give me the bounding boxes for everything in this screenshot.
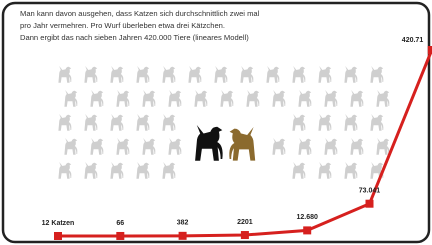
point [116,232,124,240]
intro-line: pro Jahr vermehren. Pro Wurf überleben e… [20,21,225,30]
point [366,200,374,208]
value-label: 420.71 [402,37,424,44]
value-label: 73.041 [359,188,381,195]
value-label: 2201 [237,219,253,226]
point [303,226,311,234]
chart: Man kann davon ausgehen, dass Katzen sic… [0,0,432,245]
value-label: 382 [177,220,189,227]
point [179,232,187,240]
intro-line: Dann ergibt das nach sieben Jahren 420.0… [20,33,249,42]
intro-line: Man kann davon ausgehen, dass Katzen sic… [20,9,260,18]
point [428,46,432,54]
point [54,232,62,240]
value-label: 12 Katzen [42,220,75,227]
point [241,231,249,239]
value-label: 12.680 [296,214,318,221]
value-label: 66 [116,220,124,227]
